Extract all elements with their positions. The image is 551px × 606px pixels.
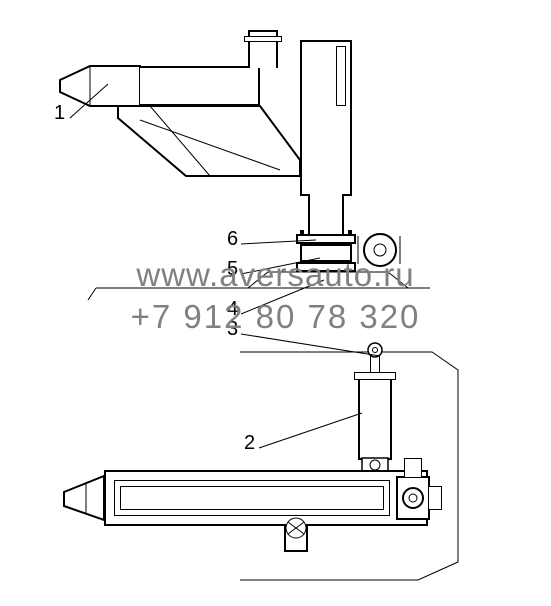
callout-4: 4 [227, 298, 238, 321]
arm-end-cap [428, 486, 442, 510]
callout-1: 1 [54, 102, 65, 125]
lower-stub-gear [0, 0, 551, 606]
callout-3: 3 [227, 318, 238, 341]
callout-2: 2 [244, 432, 255, 455]
callout-5: 5 [227, 258, 238, 281]
diagram-canvas: 1 2 3 4 5 6 www.aversauto.ru +7 912 80 7… [0, 0, 551, 606]
callout-6: 6 [227, 228, 238, 251]
